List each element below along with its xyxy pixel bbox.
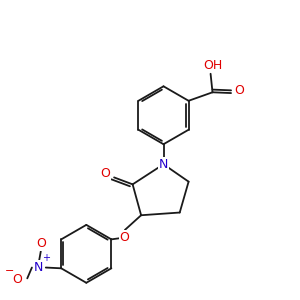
Text: −: − <box>5 266 14 276</box>
Text: O: O <box>36 237 46 250</box>
Text: N: N <box>159 158 168 171</box>
Text: O: O <box>119 231 129 244</box>
Text: N: N <box>34 261 44 274</box>
Text: OH: OH <box>203 59 222 72</box>
Text: O: O <box>235 84 244 97</box>
Text: O: O <box>101 167 110 180</box>
Text: +: + <box>42 253 50 262</box>
Text: O: O <box>12 273 22 286</box>
